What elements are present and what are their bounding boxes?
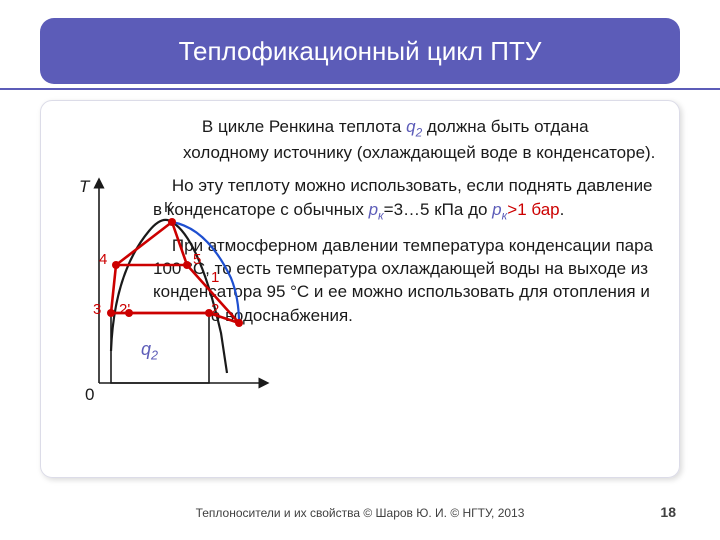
p2-eq: =3…5 кПа до — [384, 200, 493, 219]
pk1-symbol: рк — [369, 200, 384, 219]
body-text: В цикле Ренкина теплота q2 должна быть о… — [63, 115, 657, 327]
p3-dot: . — [348, 306, 353, 325]
paragraph-1: В цикле Ренкина теплота q2 должна быть о… — [183, 115, 657, 164]
q2-letter: q — [406, 117, 415, 136]
pk2-red: рк>1 бар — [492, 200, 559, 219]
pk2-symbol: рк — [492, 200, 507, 219]
p1-lead: В цикле Ренкина теплота — [202, 117, 406, 136]
pk1-letter: р — [369, 200, 378, 219]
origin-label: 0 — [85, 385, 94, 405]
q2-symbol: q2 — [406, 117, 422, 136]
label-q2-sub: 2 — [151, 349, 158, 363]
label-q2-letter: q — [141, 339, 151, 359]
content-card: В цикле Ренкина теплота q2 должна быть о… — [40, 100, 680, 478]
paragraph-2: Но эту теплоту можно использовать, если … — [153, 174, 657, 223]
slide-title: Теплофикационный цикл ПТУ — [179, 36, 542, 67]
slide-header: Теплофикационный цикл ПТУ — [40, 18, 680, 84]
footer-text: Теплоносители и их свойства © Шаров Ю. И… — [0, 506, 720, 520]
header-underline — [0, 88, 720, 90]
p2-gt: >1 бар — [507, 200, 559, 219]
page-number: 18 — [660, 504, 676, 520]
label-q2: q2 — [141, 339, 158, 363]
p2-dot: . — [560, 200, 565, 219]
pk2-letter: р — [492, 200, 501, 219]
paragraph-3: При атмосферном давлении температура кон… — [153, 234, 657, 328]
